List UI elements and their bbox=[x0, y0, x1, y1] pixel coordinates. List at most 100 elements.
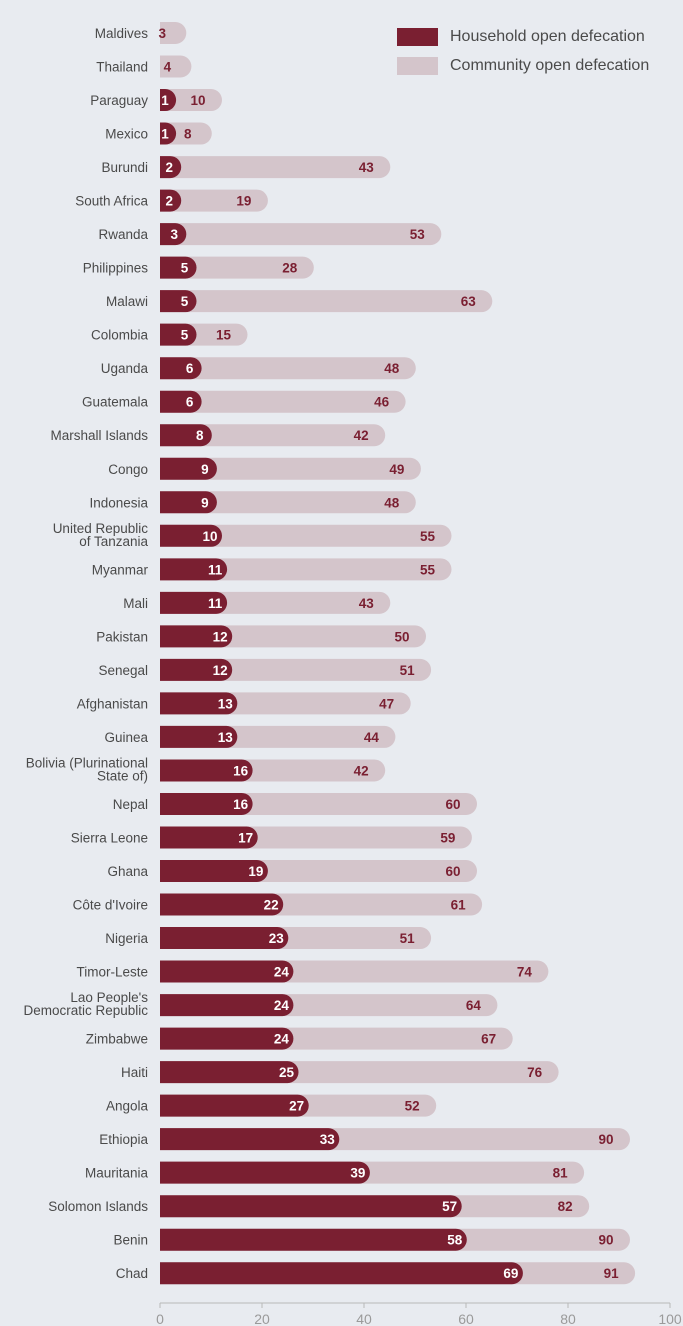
category-label-line: Democratic Republic bbox=[23, 1003, 148, 1018]
bar-household-congo bbox=[160, 457, 217, 480]
bar-household-mexico bbox=[160, 122, 177, 145]
value-label-community-nepal: 60 bbox=[445, 797, 460, 812]
category-label-guatemala: Guatemala bbox=[82, 395, 149, 410]
category-label-pakistan: Pakistan bbox=[96, 629, 148, 644]
bar-community-uganda bbox=[160, 357, 416, 380]
legend-swatch-community bbox=[397, 57, 438, 75]
bar-household-guatemala bbox=[160, 390, 202, 413]
bar-community-congo bbox=[160, 457, 421, 480]
value-label-household-congo: 9 bbox=[201, 462, 209, 477]
value-label-household-united-republic-of-tanzania: 10 bbox=[202, 529, 217, 544]
value-label-community-benin: 90 bbox=[598, 1233, 613, 1248]
bar-household-ghana bbox=[160, 860, 268, 883]
category-label-south-africa: South Africa bbox=[75, 194, 148, 209]
value-label-household-chad: 69 bbox=[503, 1266, 518, 1281]
bar-household-ethiopia bbox=[160, 1128, 340, 1151]
value-label-household-burundi: 2 bbox=[165, 160, 173, 175]
bar-household-marshall-islands bbox=[160, 424, 212, 447]
category-label-united-republic-of-tanzania: United Republic of Tanzania bbox=[53, 521, 149, 549]
category-label-haiti: Haiti bbox=[121, 1065, 148, 1080]
value-label-household-bolivia-plurinational-state-of: 16 bbox=[233, 763, 249, 778]
bar-household-benin bbox=[160, 1228, 467, 1251]
value-label-household-malawi: 5 bbox=[181, 294, 189, 309]
value-label-household-marshall-islands: 8 bbox=[196, 428, 204, 443]
legend-label-community: Community open defecation bbox=[450, 57, 650, 74]
bar-household-myanmar bbox=[160, 558, 228, 581]
bar-household-sierra-leone bbox=[160, 826, 258, 849]
category-label-paraguay: Paraguay bbox=[90, 93, 148, 108]
x-tick-label: 100 bbox=[658, 1311, 682, 1326]
category-label-chad: Chad bbox=[116, 1266, 148, 1281]
category-label-sierra-leone: Sierra Leone bbox=[71, 830, 148, 845]
value-label-community-mexico: 8 bbox=[184, 127, 192, 142]
category-label-mauritania: Mauritania bbox=[85, 1166, 149, 1181]
x-tick-label: 0 bbox=[156, 1311, 164, 1326]
value-label-household-nepal: 16 bbox=[233, 797, 249, 812]
category-label-line: United Republic bbox=[53, 521, 149, 536]
bar-household-haiti bbox=[160, 1061, 299, 1084]
value-label-community-zimbabwe: 67 bbox=[481, 1032, 496, 1047]
bar-household-indonesia bbox=[160, 491, 217, 514]
value-label-household-c-te-d-ivoire: 22 bbox=[264, 898, 279, 913]
category-label-mali: Mali bbox=[123, 596, 148, 611]
bar-community-maldives bbox=[160, 22, 187, 44]
bar-household-nepal bbox=[160, 792, 253, 815]
value-label-household-colombia: 5 bbox=[181, 328, 189, 343]
bar-community-rwanda bbox=[160, 223, 442, 246]
value-label-household-zimbabwe: 24 bbox=[274, 1032, 290, 1047]
category-label-indonesia: Indonesia bbox=[89, 495, 148, 510]
value-label-community-chad: 91 bbox=[604, 1266, 620, 1281]
category-label-congo: Congo bbox=[108, 462, 148, 477]
value-label-household-mauritania: 39 bbox=[350, 1166, 365, 1181]
bar-community-paraguay bbox=[160, 89, 222, 112]
category-label-bolivia-plurinational-state-of: Bolivia (Plurinational State of) bbox=[26, 755, 148, 783]
bar-community-burundi bbox=[160, 156, 391, 179]
value-label-household-angola: 27 bbox=[289, 1099, 304, 1114]
category-label-nepal: Nepal bbox=[113, 797, 148, 812]
value-label-community-south-africa: 19 bbox=[236, 194, 251, 209]
category-label-angola: Angola bbox=[106, 1099, 149, 1114]
value-label-household-paraguay: 1 bbox=[161, 93, 169, 108]
bar-household-bolivia-plurinational-state-of bbox=[160, 759, 253, 782]
bar-household-chad bbox=[160, 1262, 523, 1285]
category-label-maldives: Maldives bbox=[95, 26, 149, 41]
value-label-household-lao-people-s-democratic-republic: 24 bbox=[274, 998, 290, 1013]
value-label-household-ghana: 19 bbox=[248, 864, 263, 879]
bar-household-solomon-islands bbox=[160, 1195, 462, 1218]
category-label-marshall-islands: Marshall Islands bbox=[50, 428, 148, 443]
category-label-line: Bolivia (Plurinational bbox=[26, 755, 148, 770]
category-label-benin: Benin bbox=[113, 1233, 148, 1248]
value-label-community-mali: 43 bbox=[359, 596, 375, 611]
category-label-philippines: Philippines bbox=[83, 261, 149, 276]
bar-household-timor-leste bbox=[160, 960, 294, 983]
value-label-community-maldives: 3 bbox=[159, 26, 167, 41]
x-tick-label: 80 bbox=[560, 1311, 576, 1326]
bar-household-angola bbox=[160, 1094, 309, 1117]
category-label-solomon-islands: Solomon Islands bbox=[48, 1199, 148, 1214]
value-label-community-malawi: 63 bbox=[461, 294, 477, 309]
bar-household-burundi bbox=[160, 156, 182, 179]
value-label-community-lao-people-s-democratic-republic: 64 bbox=[466, 998, 482, 1013]
value-label-community-paraguay: 10 bbox=[190, 93, 205, 108]
value-label-community-ghana: 60 bbox=[445, 864, 460, 879]
value-label-household-myanmar: 11 bbox=[208, 562, 223, 577]
bar-community-indonesia bbox=[160, 491, 416, 514]
value-label-household-guinea: 13 bbox=[218, 730, 234, 745]
category-label-ethiopia: Ethiopia bbox=[99, 1132, 148, 1147]
value-label-community-afghanistan: 47 bbox=[379, 696, 394, 711]
value-label-community-colombia: 15 bbox=[216, 328, 232, 343]
bar-household-rwanda bbox=[160, 223, 187, 246]
category-label-uganda: Uganda bbox=[101, 361, 149, 376]
category-label-timor-leste: Timor-Leste bbox=[76, 965, 148, 980]
value-label-household-senegal: 12 bbox=[213, 663, 228, 678]
bar-community-united-republic-of-tanzania bbox=[160, 524, 452, 547]
category-label-afghanistan: Afghanistan bbox=[77, 696, 148, 711]
category-label-mexico: Mexico bbox=[105, 127, 148, 142]
category-label-malawi: Malawi bbox=[106, 294, 148, 309]
value-label-community-philippines: 28 bbox=[282, 261, 298, 276]
category-label-nigeria: Nigeria bbox=[105, 931, 148, 946]
bar-household-paraguay bbox=[160, 89, 177, 112]
value-label-household-mexico: 1 bbox=[161, 127, 169, 142]
bar-community-guatemala bbox=[160, 390, 406, 413]
bar-household-mali bbox=[160, 591, 228, 614]
